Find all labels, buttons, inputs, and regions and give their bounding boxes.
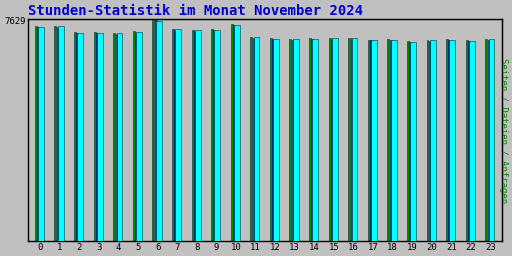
Bar bbox=[351, 38, 352, 241]
Bar bbox=[113, 33, 115, 241]
Bar bbox=[195, 30, 201, 241]
Bar bbox=[485, 39, 487, 241]
Bar bbox=[468, 41, 470, 241]
Bar bbox=[252, 37, 254, 241]
Text: Stunden-Statistik im Monat November 2024: Stunden-Statistik im Monat November 2024 bbox=[29, 4, 364, 18]
Y-axis label: Seiten / Dateien / Anfragen: Seiten / Dateien / Anfragen bbox=[499, 58, 508, 203]
Bar bbox=[289, 39, 291, 241]
Bar bbox=[312, 39, 318, 241]
Bar bbox=[156, 21, 162, 241]
Bar bbox=[390, 40, 392, 241]
Bar bbox=[410, 42, 416, 241]
Bar bbox=[488, 39, 495, 241]
Bar bbox=[329, 38, 331, 241]
Bar bbox=[371, 40, 377, 241]
Bar bbox=[231, 24, 232, 241]
Bar bbox=[270, 38, 272, 241]
Bar bbox=[135, 33, 137, 241]
Bar bbox=[214, 30, 216, 241]
Bar bbox=[272, 39, 274, 241]
Bar bbox=[370, 40, 372, 241]
Bar bbox=[94, 32, 96, 241]
Bar bbox=[211, 29, 213, 241]
Bar bbox=[234, 25, 240, 241]
Bar bbox=[76, 33, 78, 241]
Bar bbox=[175, 29, 181, 241]
Bar bbox=[191, 30, 194, 241]
Bar bbox=[450, 40, 455, 241]
Bar bbox=[332, 38, 338, 241]
Bar bbox=[97, 33, 103, 241]
Bar bbox=[292, 39, 294, 241]
Bar bbox=[233, 25, 235, 241]
Bar bbox=[331, 39, 333, 241]
Bar bbox=[293, 39, 298, 241]
Bar bbox=[368, 39, 370, 241]
Bar bbox=[311, 39, 313, 241]
Bar bbox=[136, 32, 142, 241]
Bar bbox=[215, 30, 220, 241]
Bar bbox=[449, 40, 451, 241]
Bar bbox=[133, 31, 135, 241]
Bar bbox=[429, 41, 431, 241]
Bar bbox=[155, 20, 157, 241]
Bar bbox=[35, 26, 37, 241]
Bar bbox=[465, 40, 467, 241]
Bar bbox=[117, 34, 122, 241]
Bar bbox=[153, 20, 154, 241]
Bar bbox=[348, 37, 350, 241]
Bar bbox=[38, 27, 44, 241]
Bar bbox=[352, 38, 357, 241]
Bar bbox=[116, 34, 118, 241]
Bar bbox=[309, 38, 311, 241]
Bar bbox=[391, 40, 397, 241]
Bar bbox=[37, 27, 39, 241]
Bar bbox=[273, 39, 279, 241]
Bar bbox=[388, 39, 389, 241]
Bar bbox=[58, 26, 63, 241]
Bar bbox=[487, 39, 489, 241]
Bar bbox=[172, 29, 174, 241]
Bar bbox=[250, 37, 252, 241]
Bar bbox=[194, 30, 196, 241]
Bar bbox=[74, 32, 76, 241]
Bar bbox=[57, 27, 59, 241]
Bar bbox=[409, 42, 411, 241]
Bar bbox=[77, 33, 83, 241]
Bar bbox=[430, 40, 436, 241]
Bar bbox=[446, 39, 448, 241]
Bar bbox=[54, 26, 56, 241]
Bar bbox=[253, 37, 260, 241]
Bar bbox=[469, 41, 475, 241]
Bar bbox=[407, 41, 409, 241]
Bar bbox=[426, 40, 429, 241]
Bar bbox=[96, 33, 98, 241]
Bar bbox=[174, 30, 176, 241]
